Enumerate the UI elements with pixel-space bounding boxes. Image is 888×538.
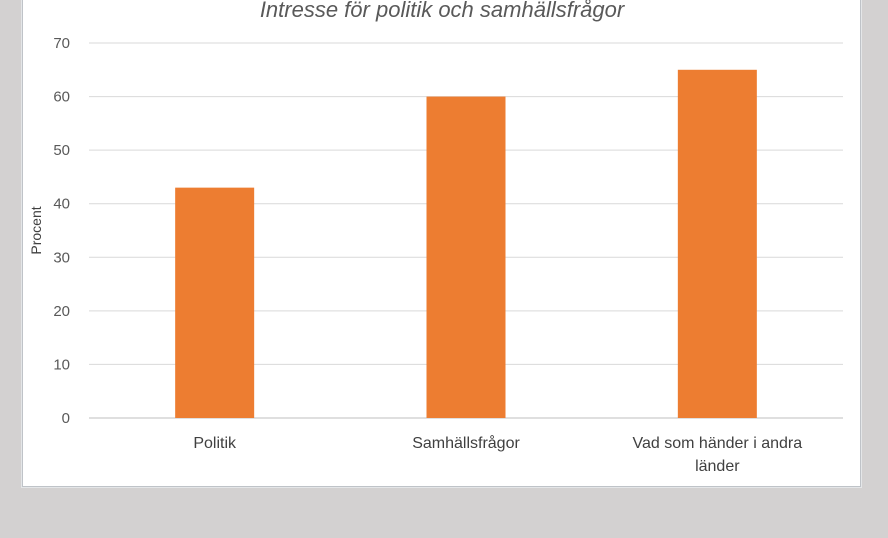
- bar: [426, 96, 506, 419]
- bar: [175, 187, 255, 418]
- y-axis-label: Procent: [28, 206, 44, 254]
- y-tick-label: 40: [53, 196, 70, 213]
- y-axis-ticks: 0 10 20 30 40 50 60 70: [53, 35, 70, 427]
- chart-panel: Intresse för politik och samhällsfrågor …: [22, 0, 861, 487]
- bars: [175, 69, 757, 419]
- y-tick-label: 60: [53, 89, 70, 106]
- chart-title: Intresse för politik och samhällsfrågor: [260, 0, 626, 22]
- y-tick-label: 0: [62, 410, 70, 427]
- y-tick-label: 50: [53, 142, 70, 159]
- y-tick-label: 20: [53, 303, 70, 320]
- x-category-label: Vad som händer i andra länder: [633, 435, 803, 475]
- y-tick-label: 30: [53, 249, 70, 266]
- y-tick-label: 10: [53, 356, 70, 373]
- x-category-label: Samhällsfrågor: [412, 434, 520, 452]
- x-axis-categories: Politik Samhällsfrågor Vad som händer i an…: [193, 434, 802, 475]
- x-category-label: Politik: [193, 435, 237, 452]
- bar: [677, 69, 757, 419]
- y-tick-label: 70: [53, 35, 70, 52]
- bar-chart: Intresse för politik och samhällsfrågor …: [28, 0, 843, 475]
